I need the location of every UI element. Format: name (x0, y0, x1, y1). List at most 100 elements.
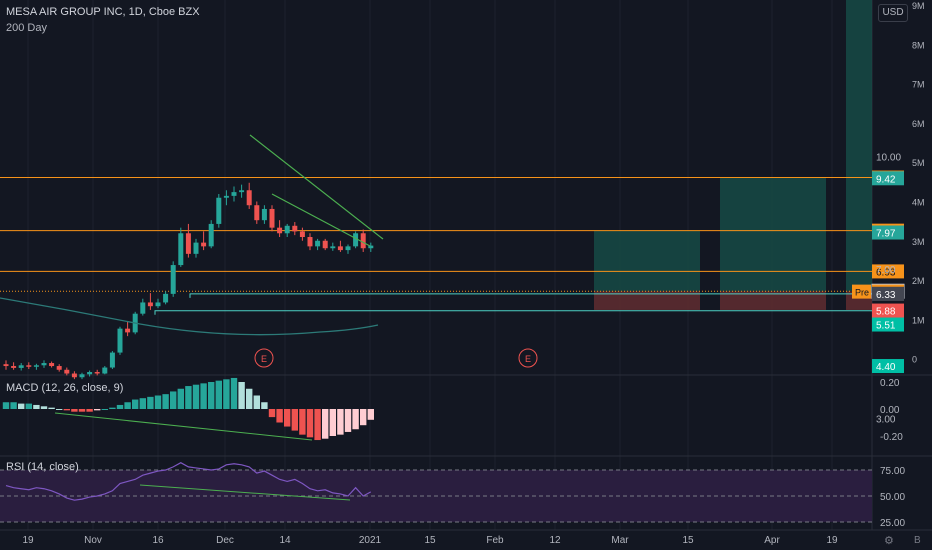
macd-bar (314, 409, 321, 441)
price-tag (872, 171, 904, 186)
candle-body (353, 233, 359, 247)
candle-body (94, 372, 100, 374)
chart-title: MESA AIR GROUP INC, 1D, Cboe BZX (6, 6, 200, 18)
candle-body (292, 225, 298, 232)
macd-bar (344, 409, 352, 432)
candle-body (170, 265, 176, 294)
candle-body (201, 242, 207, 247)
rsi-axis-tick: 25.00 (880, 518, 905, 529)
candle-body (193, 242, 199, 254)
price-tag-label: 4.40 (876, 362, 896, 373)
candle-body (345, 246, 351, 251)
long-position-target (594, 230, 700, 292)
time-label: 12 (549, 535, 561, 546)
price-tag (872, 225, 904, 240)
volume-axis-tick: 1M (912, 315, 925, 325)
time-label: 15 (682, 535, 694, 546)
candle-body (269, 208, 275, 228)
support-line (154, 310, 872, 315)
candle-body (41, 363, 47, 366)
earnings-marker (254, 348, 274, 368)
candle-body (117, 328, 123, 353)
long-position-stop (720, 291, 826, 310)
price-tag-label: 6.33 (876, 290, 896, 301)
earnings-marker-label: E (525, 354, 531, 364)
macd-axis-tick: 0.00 (880, 405, 900, 416)
price-axis-tick: 10.00 (876, 153, 901, 164)
candle-body (223, 195, 229, 198)
time-label: 19 (22, 535, 34, 546)
rsi-divergence-line (139, 484, 351, 501)
scale-toggle-label: B (914, 535, 921, 546)
trendline (271, 193, 371, 247)
macd-bar (147, 396, 154, 409)
long-position-stop (594, 291, 700, 310)
time-label: 2021 (359, 535, 382, 546)
indicator-label: 200 Day (6, 22, 47, 34)
macd-label: MACD (12, 26, close, 9) (6, 382, 124, 394)
macd-bar (337, 409, 344, 435)
candle-body (337, 246, 343, 251)
price-axis-tick: 7.00 (876, 265, 896, 276)
macd-bar (18, 403, 25, 409)
candle-body (87, 372, 93, 375)
macd-bar (124, 402, 131, 409)
macd-bar (10, 402, 17, 409)
macd-bar (238, 382, 245, 409)
candle-body (18, 365, 24, 368)
time-label: Dec (216, 535, 234, 546)
candle-body (178, 233, 184, 266)
macd-bar (306, 409, 314, 438)
time-label: 19 (826, 535, 838, 546)
rsi-axis-tick: 50.00 (880, 492, 905, 503)
candle-body (315, 240, 321, 247)
candle-body (102, 367, 108, 374)
macd-bar (109, 407, 116, 409)
candle-body (216, 197, 222, 224)
time-label: Feb (486, 535, 504, 546)
price-tag (872, 303, 904, 318)
candle-body (254, 205, 260, 221)
macd-bar (40, 406, 48, 409)
macd-bar (268, 409, 276, 418)
candle-body (26, 365, 32, 367)
candle-body (307, 237, 313, 247)
candle-body (155, 302, 161, 307)
candle-body (322, 240, 328, 249)
macd-bar (208, 382, 215, 409)
macd-bar (261, 402, 268, 409)
macd-bar (284, 409, 291, 427)
macd-bar (71, 409, 78, 412)
macd-bar (63, 409, 70, 411)
candle-body (64, 369, 70, 374)
macd-bar (352, 409, 359, 430)
macd-axis-tick: 0.20 (880, 378, 900, 389)
candle-body (11, 366, 17, 368)
currency-button[interactable]: USD (878, 4, 908, 22)
price-tag-label: 6.93 (876, 267, 896, 278)
candle-body (109, 352, 115, 368)
time-label: Mar (611, 535, 629, 546)
macd-bar (177, 388, 184, 409)
macd-bar (94, 409, 101, 411)
price-tag (872, 286, 904, 301)
candle-body (140, 302, 146, 314)
premarket-badge-label: Pre (855, 288, 869, 298)
time-label: Nov (84, 535, 102, 546)
macd-bar (291, 409, 298, 431)
volume-axis-tick: 3M (912, 237, 925, 247)
candle-body (239, 190, 245, 193)
volume-axis-tick: 8M (912, 40, 925, 50)
macd-bar (192, 384, 200, 409)
settings-icon: ⚙ (884, 534, 894, 547)
candle-body (284, 225, 290, 234)
macd-bar (276, 409, 283, 423)
price-tag-label: 7.97 (876, 229, 896, 240)
candle-body (208, 223, 214, 247)
candle-body (3, 364, 9, 367)
earnings-marker (518, 348, 538, 368)
candle-body (49, 363, 55, 367)
rsi-label: RSI (14, close) (6, 461, 79, 473)
candle-body (231, 192, 237, 196)
